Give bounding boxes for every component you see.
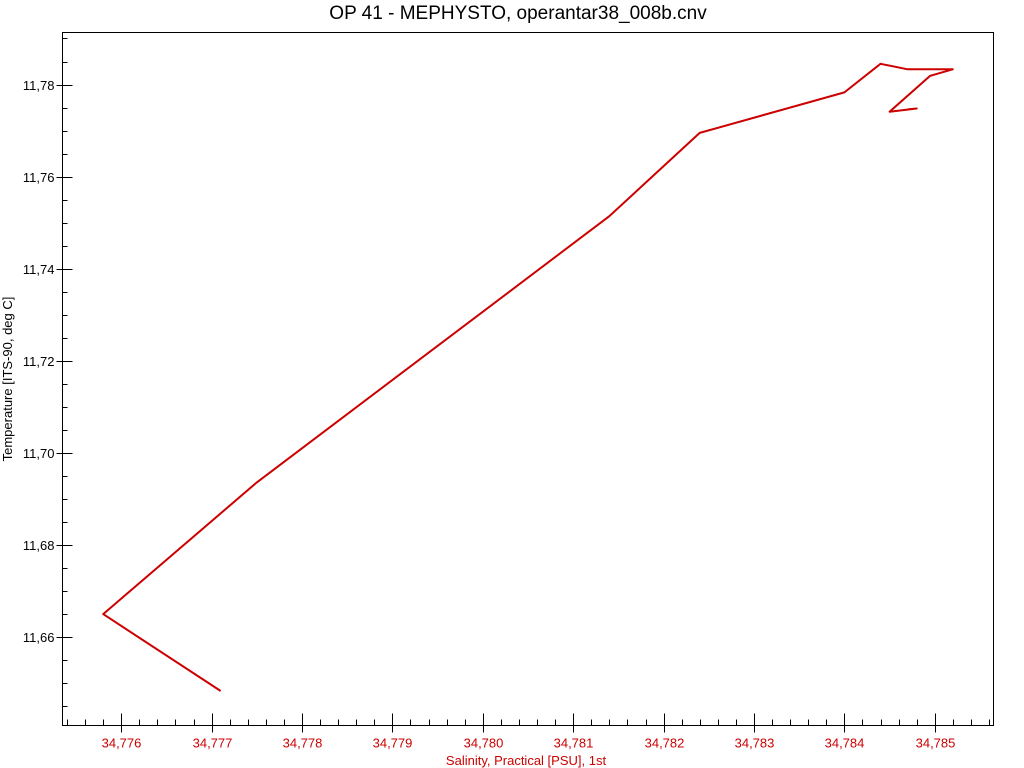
series-layer bbox=[102, 62, 954, 692]
x-axis: 34,776 34,777 34,778 34,779 34,780 34,781 34,7… bbox=[67, 713, 990, 751]
x-tick-label: 34,784 bbox=[825, 736, 865, 751]
y-tick-label: 11,76 bbox=[23, 170, 55, 185]
plot-frame bbox=[62, 32, 994, 726]
y-tick-label: 11,66 bbox=[23, 630, 55, 645]
x-tick-label: 34,783 bbox=[735, 736, 775, 751]
y-tick-label: 11,78 bbox=[23, 78, 55, 93]
x-tick-label: 34,785 bbox=[916, 736, 956, 751]
y-tick-label: 11,72 bbox=[23, 354, 55, 369]
series-line bbox=[102, 62, 954, 692]
y-axis: 11,66 11,68 11,70 11,72 11,74 11,76 11,78 bbox=[23, 38, 73, 707]
chart-title: OP 41 - MEPHYSTO, operantar38_008b.cnv bbox=[329, 3, 707, 24]
x-tick-label: 34,777 bbox=[193, 736, 233, 751]
x-axis-label: Salinity, Practical [PSU], 1st bbox=[446, 753, 607, 768]
x-tick-label: 34,782 bbox=[645, 736, 685, 751]
y-tick-label: 11,74 bbox=[23, 262, 55, 277]
x-tick-label: 34,779 bbox=[373, 736, 413, 751]
x-tick-label: 34,781 bbox=[554, 736, 594, 751]
x-tick-label: 34,780 bbox=[464, 736, 504, 751]
x-tick-label: 34,778 bbox=[283, 736, 323, 751]
y-axis-label: Temperature [ITS-90, deg C] bbox=[0, 297, 15, 462]
y-tick-label: 11,68 bbox=[23, 538, 55, 553]
x-tick-label: 34,776 bbox=[102, 736, 142, 751]
y-tick-label: 11,70 bbox=[23, 446, 55, 461]
